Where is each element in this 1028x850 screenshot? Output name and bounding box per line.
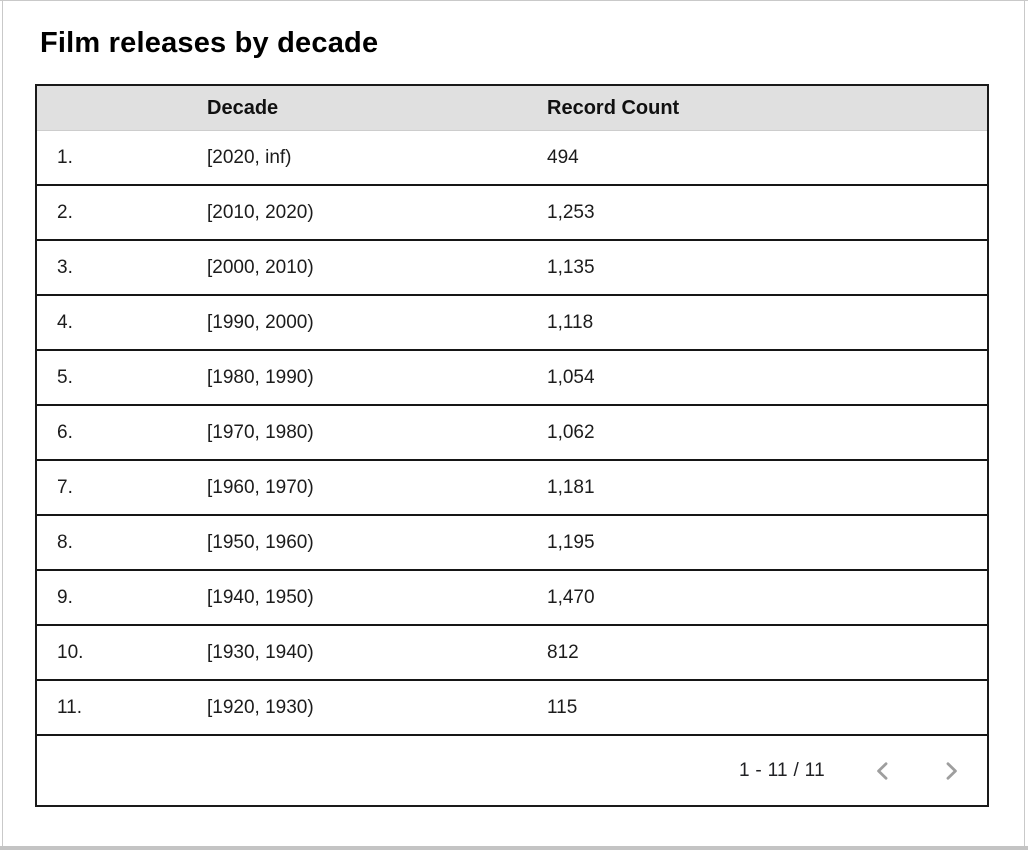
chevron-left-icon <box>869 757 897 785</box>
page-title: Film releases by decade <box>40 27 379 59</box>
table-row: 7. [1960, 1970) 1,181 <box>37 461 987 516</box>
row-index-cell: 10. <box>57 641 84 663</box>
record-count-cell: 1,062 <box>547 421 595 443</box>
row-index-cell: 5. <box>57 366 73 388</box>
table-row: 10. [1930, 1940) 812 <box>37 626 987 681</box>
decade-cell: [1950, 1960) <box>207 531 314 553</box>
decade-cell: [1990, 2000) <box>207 311 314 333</box>
pagination-next-button[interactable] <box>935 755 967 787</box>
page-edge-left <box>2 0 3 850</box>
page-edge-bottom <box>0 846 1028 850</box>
row-index-cell: 1. <box>57 146 73 168</box>
table-row: 3. [2000, 2010) 1,135 <box>37 241 987 296</box>
table-row: 6. [1970, 1980) 1,062 <box>37 406 987 461</box>
header-cell-record-count[interactable]: Record Count <box>547 96 680 119</box>
table-header-row: Decade Record Count <box>37 86 987 131</box>
table-row: 1. [2020, inf) 494 <box>37 131 987 186</box>
pagination-prev-button[interactable] <box>867 755 899 787</box>
pagination-range-label: 1 - 11 / 11 <box>738 759 825 781</box>
table-row: 11. [1920, 1930) 115 <box>37 681 987 736</box>
record-count-cell: 115 <box>547 696 578 718</box>
decade-cell: [1930, 1940) <box>207 641 314 663</box>
data-table: Decade Record Count 1. [2020, inf) 494 2. [2… <box>35 84 989 807</box>
decade-cell: [2020, inf) <box>207 146 292 168</box>
table-row: 8. [1950, 1960) 1,195 <box>37 516 987 571</box>
decade-cell: [1920, 1930) <box>207 696 314 718</box>
record-count-cell: 812 <box>547 641 579 663</box>
header-cell-decade[interactable]: Decade <box>207 96 279 119</box>
row-index-cell: 7. <box>57 476 73 498</box>
row-index-cell: 4. <box>57 311 73 333</box>
decade-cell: [2000, 2010) <box>207 256 314 278</box>
record-count-cell: 1,118 <box>547 311 594 333</box>
table-row: 4. [1990, 2000) 1,118 <box>37 296 987 351</box>
record-count-cell: 1,470 <box>547 586 595 608</box>
decade-cell: [1970, 1980) <box>207 421 314 443</box>
row-index-cell: 3. <box>57 256 73 278</box>
page-edge-right <box>1024 0 1025 850</box>
chevron-right-icon <box>937 757 965 785</box>
record-count-cell: 494 <box>547 146 579 168</box>
table-footer: 1 - 11 / 11 <box>37 736 987 805</box>
decade-cell: [2010, 2020) <box>207 201 314 223</box>
record-count-cell: 1,135 <box>547 256 595 278</box>
decade-cell: [1960, 1970) <box>207 476 314 498</box>
record-count-cell: 1,181 <box>547 476 595 498</box>
page-edge-top <box>0 0 1028 1</box>
decade-cell: [1980, 1990) <box>207 366 314 388</box>
decade-cell: [1940, 1950) <box>207 586 314 608</box>
row-index-cell: 9. <box>57 586 73 608</box>
row-index-cell: 6. <box>57 421 73 443</box>
table-row: 9. [1940, 1950) 1,470 <box>37 571 987 626</box>
row-index-cell: 11. <box>57 696 83 718</box>
table-row: 2. [2010, 2020) 1,253 <box>37 186 987 241</box>
row-index-cell: 2. <box>57 201 73 223</box>
table-row: 5. [1980, 1990) 1,054 <box>37 351 987 406</box>
record-count-cell: 1,054 <box>547 366 595 388</box>
record-count-cell: 1,195 <box>547 531 595 553</box>
record-count-cell: 1,253 <box>547 201 595 223</box>
row-index-cell: 8. <box>57 531 73 553</box>
